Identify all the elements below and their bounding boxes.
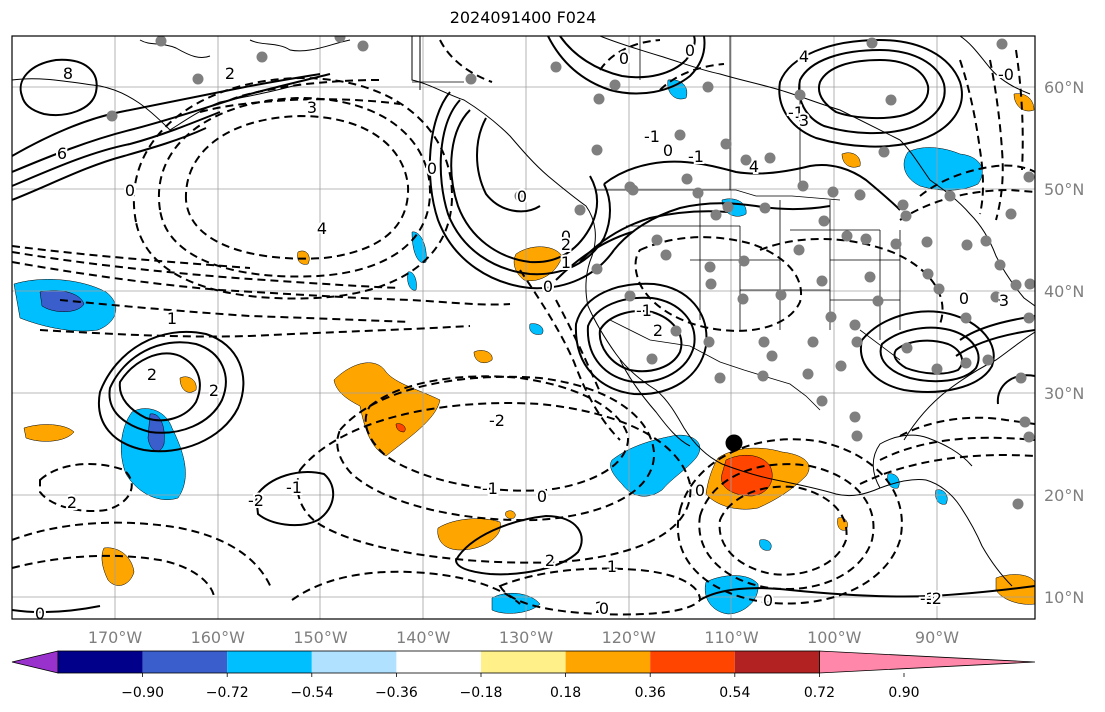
contour-label: 2 [653, 321, 663, 340]
latitude-label: 10°N [1044, 588, 1084, 607]
colorbar-extend-high [819, 651, 1035, 673]
colorbar-tick-labels: −0.90 −0.72 −0.54 −0.36 −0.18 0.18 0.36 0.54 0.7… [121, 673, 919, 701]
map-background [12, 36, 1035, 619]
colorbar-tick-label: −0.90 [121, 685, 164, 701]
colorbar-segment [735, 651, 820, 673]
contour-label: 3 [999, 291, 1009, 310]
contour-label: 2 [561, 235, 571, 254]
contour-label: 0 [663, 141, 673, 160]
contour-label: -2 [489, 411, 505, 430]
contour-label: 2 [67, 493, 77, 512]
longitude-label: 160°W [191, 628, 246, 647]
colorbar-tick-label: −0.18 [460, 685, 503, 701]
contour-label: 0 [125, 181, 135, 200]
colorbar-tick-label: 0.90 [888, 685, 919, 701]
anomaly-patch-red [721, 455, 772, 496]
contour-label: 4 [799, 47, 809, 66]
latitude-labels: 60°N 50°N 40°N 30°N 20°N 10°N [1044, 78, 1084, 607]
contour-label: 0 [599, 599, 609, 618]
contour-label: 1 [607, 557, 617, 576]
contour-label: 4 [317, 219, 327, 238]
contour-label: -1 [482, 479, 498, 498]
longitude-label: 150°W [293, 628, 348, 647]
colorbar-segment [481, 651, 566, 673]
contour-label: -1 [644, 127, 660, 146]
colorbar-tick-label: −0.54 [290, 685, 333, 701]
contour-label: 0 [685, 41, 695, 60]
contour-label: -2 [926, 589, 942, 608]
colorbar-segment [566, 651, 651, 673]
colorbar-extend-low [12, 651, 58, 673]
longitude-label: 130°W [499, 628, 554, 647]
station-marker [726, 435, 743, 452]
longitude-labels: 170°W 160°W 150°W 140°W 130°W 120°W 110°W 100°W… [88, 628, 959, 647]
latitude-label: 30°N [1044, 384, 1084, 403]
latitude-label: 50°N [1044, 180, 1084, 199]
contour-label: 6 [57, 144, 67, 163]
colorbar-segment [58, 651, 143, 673]
colorbar-segment [396, 651, 481, 673]
contour-label: 2 [225, 64, 235, 83]
longitude-label: 140°W [396, 628, 451, 647]
colorbar-segment [312, 651, 397, 673]
contour-label: -0 [998, 65, 1014, 84]
latitude-label: 20°N [1044, 486, 1084, 505]
contour-label: 0 [35, 604, 45, 623]
contour-label: 2 [545, 551, 555, 570]
longitude-label: 110°W [704, 628, 759, 647]
longitude-label: 120°W [602, 628, 657, 647]
contour-label: 1 [167, 309, 177, 328]
colorbar-tick-label: 0.18 [550, 685, 581, 701]
colorbar-segment [143, 651, 228, 673]
longitude-label: 90°W [915, 628, 959, 647]
latitude-label: 60°N [1044, 78, 1084, 97]
contour-label: 0 [619, 49, 629, 68]
longitude-label: 100°W [807, 628, 862, 647]
colorbar-segment [650, 651, 735, 673]
contour-label: -1 [688, 147, 704, 166]
longitude-label: 170°W [88, 628, 143, 647]
contour-label: 0 [763, 591, 773, 610]
contour-label: 1 [561, 253, 571, 272]
contour-label: 0 [543, 277, 553, 296]
contour-label: 0 [537, 487, 547, 506]
contour-label: -1 [636, 301, 652, 320]
colorbar-tick-label: 0.36 [635, 685, 666, 701]
contour-label: 2 [147, 365, 157, 384]
contour-label: 8 [63, 64, 73, 83]
latitude-label: 40°N [1044, 282, 1084, 301]
colorbar-segment [227, 651, 312, 673]
anomaly-patch-orange [505, 511, 515, 519]
contour-label: 4 [749, 157, 759, 176]
contour-label: 0 [959, 289, 969, 308]
contour-label: 0 [517, 187, 527, 206]
contour-label: 2 [209, 381, 219, 400]
colorbar [12, 651, 1035, 673]
colorbar-tick-label: 0.72 [804, 685, 835, 701]
contour-label: 3 [799, 111, 809, 130]
colorbar-tick-label: −0.72 [206, 685, 249, 701]
contour-label: 0 [695, 481, 705, 500]
contour-label: 3 [307, 98, 317, 117]
colorbar-tick-label: −0.36 [375, 685, 418, 701]
contour-label: 0 [427, 159, 437, 178]
contour-label: -2 [248, 491, 264, 510]
contour-label: -1 [286, 478, 302, 497]
colorbar-tick-label: 0.54 [719, 685, 750, 701]
